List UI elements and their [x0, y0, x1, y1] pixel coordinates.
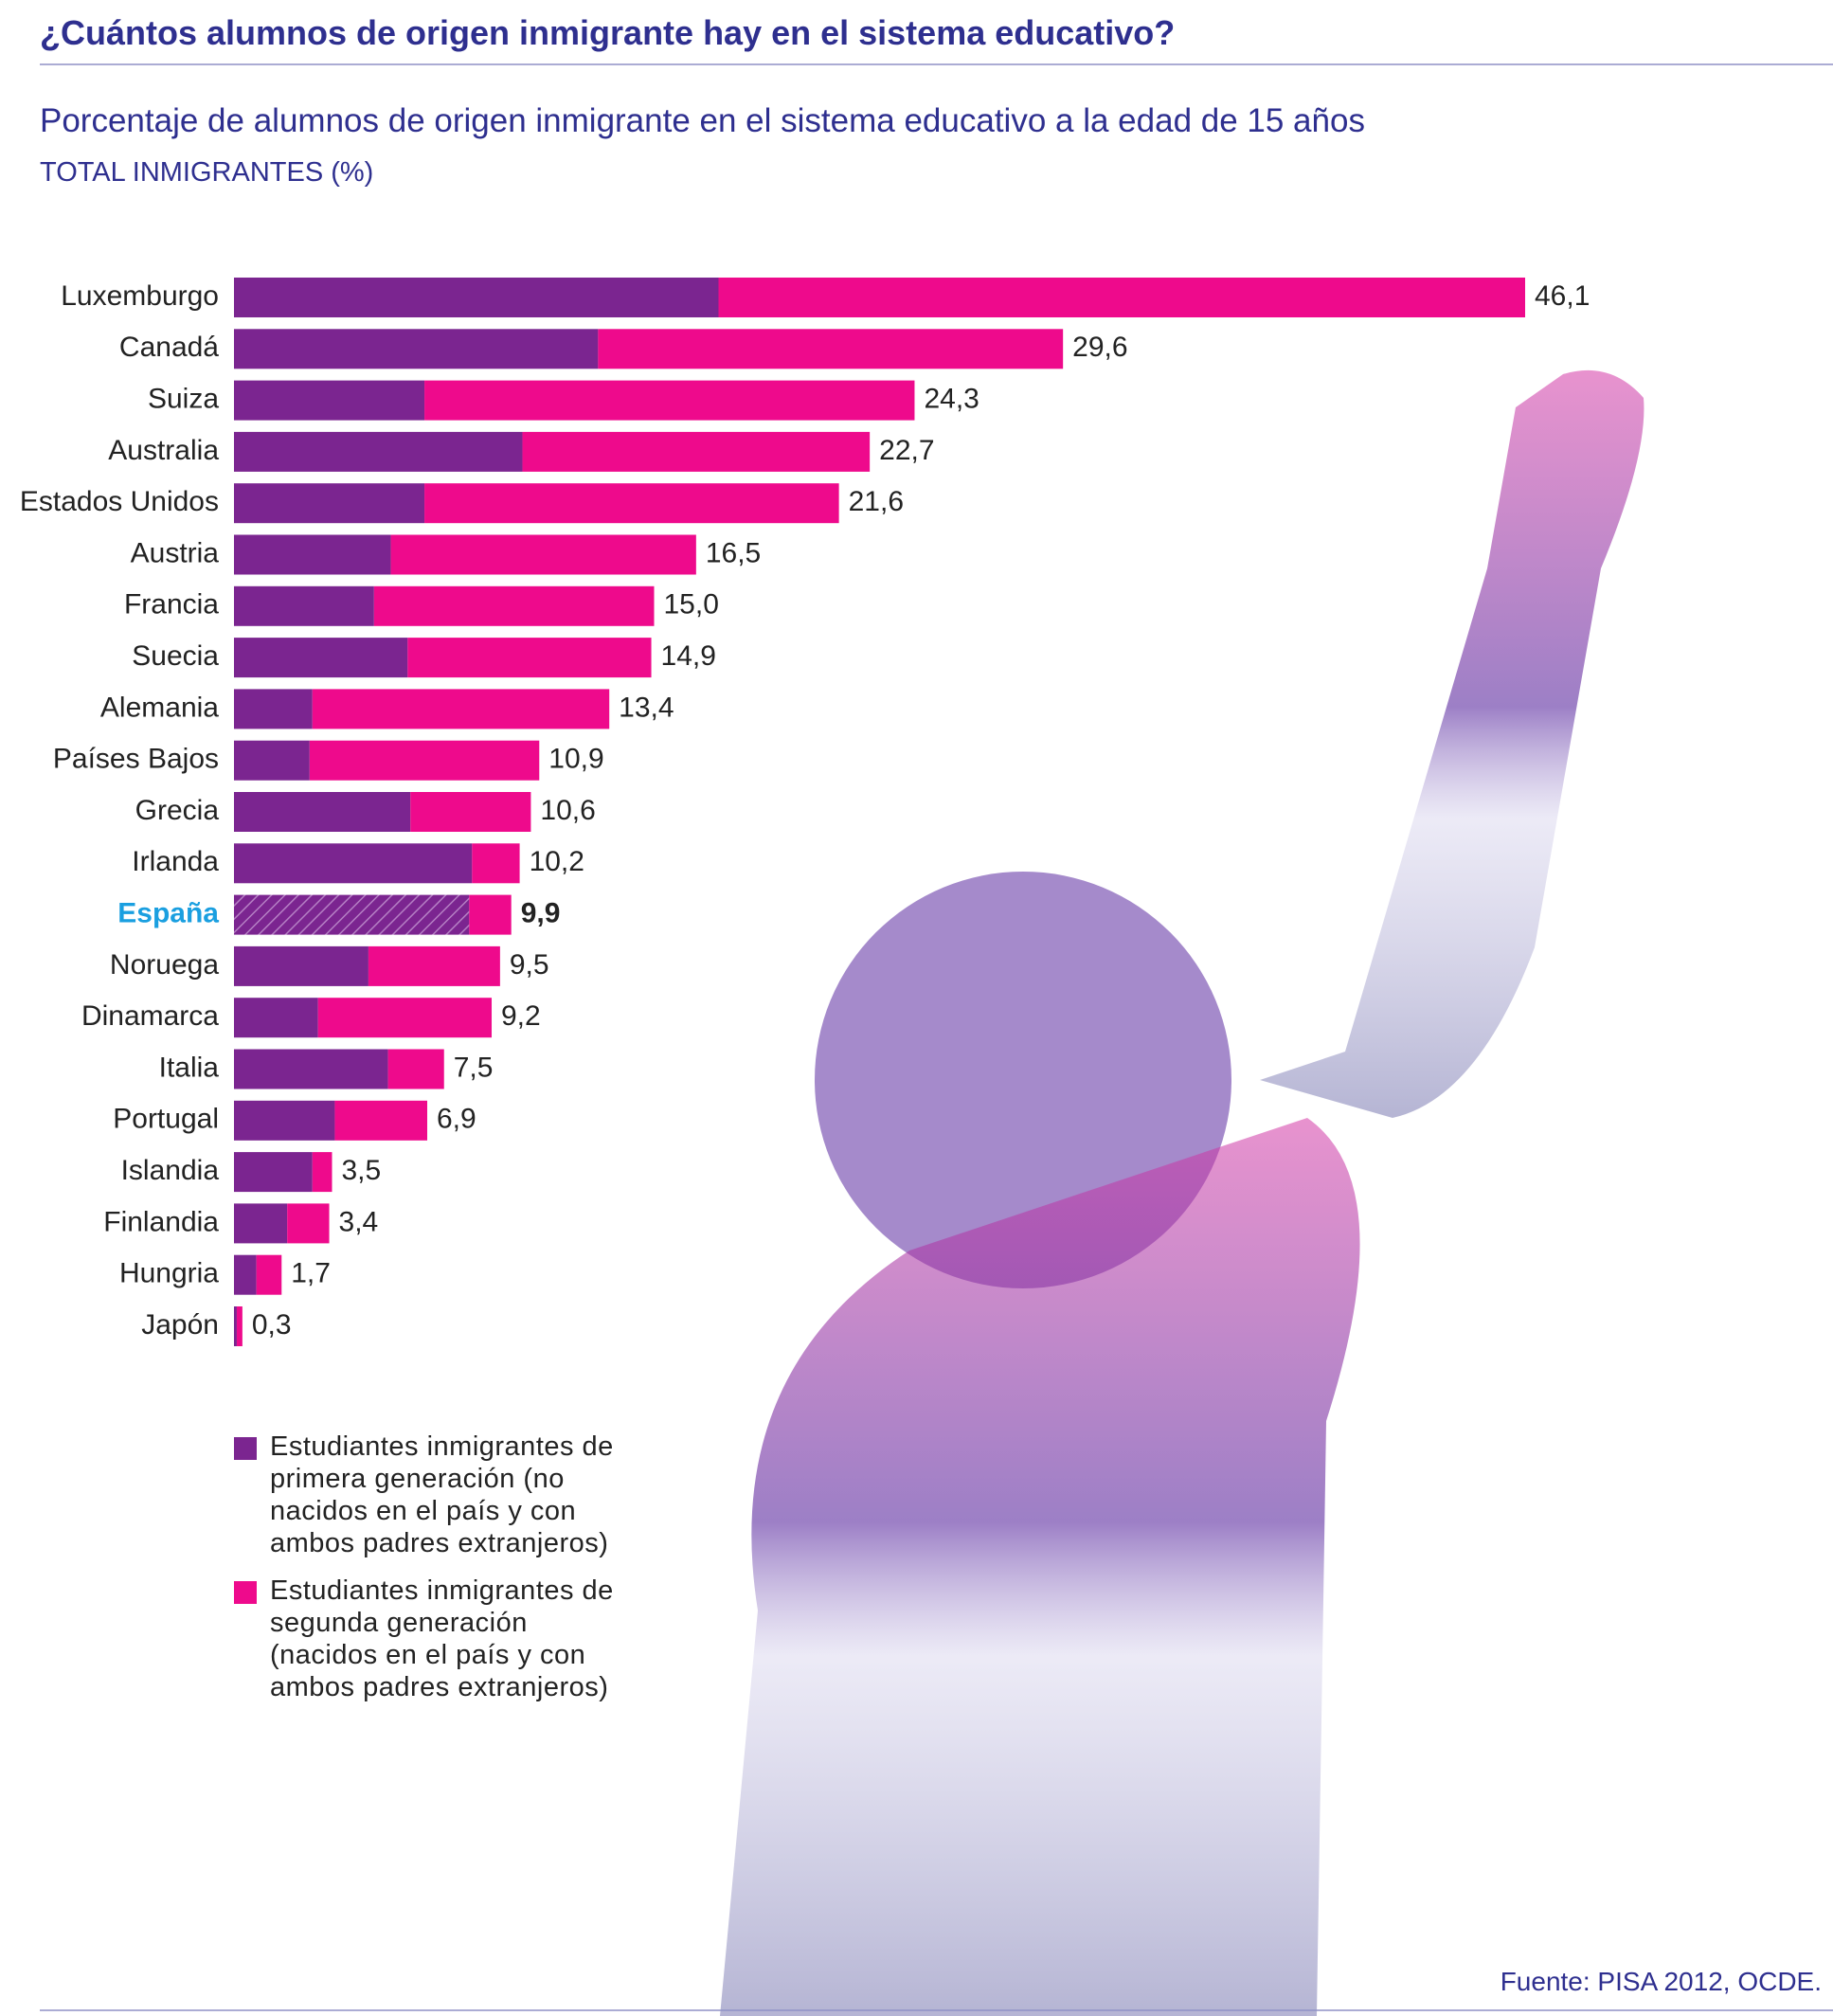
y-tick-label: Canadá: [119, 332, 219, 363]
y-tick-label: Suecia: [132, 640, 219, 672]
bar-segment: [234, 945, 368, 986]
bar-segment: [234, 1203, 288, 1244]
y-tick-label: Islandia: [121, 1155, 220, 1186]
legend-swatch: [234, 1437, 257, 1460]
y-tick-label: Noruega: [110, 949, 219, 981]
value-label: 15,0: [663, 589, 718, 621]
legend-label: Estudiantes inmigrantes de primera gener…: [270, 1431, 614, 1558]
bar-segment: [390, 534, 696, 575]
legend-swatch: [234, 1581, 257, 1604]
bar-segment: [234, 534, 391, 575]
bar-segment: [234, 483, 425, 524]
value-label: 6,9: [437, 1104, 476, 1135]
value-label: 3,4: [339, 1206, 379, 1237]
y-tick-label: Luxemburgo: [61, 280, 219, 312]
bar-segment: [234, 998, 318, 1038]
y-tick-label: Estados Unidos: [20, 486, 219, 517]
value-label: 1,7: [291, 1258, 331, 1289]
value-label: 13,4: [619, 692, 674, 723]
y-tick-label: Australia: [108, 435, 219, 466]
bar-segment: [234, 1049, 388, 1089]
chart-subtitle: Porcentaje de alumnos de origen inmigran…: [40, 102, 1365, 139]
bar-segment: [373, 585, 655, 626]
bar-segment: [522, 431, 871, 472]
bar-segment: [234, 689, 313, 729]
bar-segment: [234, 740, 310, 781]
bar-segment: [424, 380, 915, 421]
y-tick-label: Japón: [141, 1309, 219, 1341]
source: Fuente: PISA 2012, OCDE.: [1500, 1967, 1822, 1996]
value-label: 0,3: [252, 1309, 292, 1341]
y-tick-label: Grecia: [135, 795, 220, 826]
bar-segment: [472, 843, 520, 884]
bar-segment: [256, 1254, 282, 1295]
bar-segment: [598, 329, 1064, 369]
bar-segment: [234, 431, 523, 472]
bar-segment: [234, 792, 411, 832]
photo-illustration: [720, 369, 1644, 2016]
bar-segment: [312, 1152, 332, 1193]
value-label: 14,9: [661, 640, 716, 672]
value-label: 16,5: [706, 537, 761, 568]
bar-segment: [312, 689, 610, 729]
bar-segment: [234, 843, 473, 884]
bar-segment: [234, 278, 719, 317]
bar-segment: [234, 329, 599, 369]
y-tick-label: Italia: [159, 1052, 220, 1083]
bar-segment: [234, 638, 408, 678]
axis-label: TOTAL INMIGRANTES (%): [40, 157, 374, 188]
y-tick-label: Finlandia: [103, 1206, 219, 1237]
bar-segment: [234, 1152, 313, 1193]
y-tick-label: Portugal: [113, 1104, 219, 1135]
value-label: 7,5: [454, 1052, 494, 1083]
value-label: 46,1: [1535, 280, 1590, 312]
bar-segment: [410, 792, 531, 832]
legend-item: Estudiantes inmigrantes de segunda gener…: [234, 1575, 641, 1703]
bar-segment: [407, 638, 652, 678]
bar-segment: [368, 945, 500, 986]
bar-segment: [234, 380, 425, 421]
bar-segment: [424, 483, 839, 524]
bar-segment: [234, 1306, 237, 1346]
value-label: 9,9: [521, 898, 561, 929]
bar-segment: [387, 1049, 444, 1089]
legend-item: Estudiantes inmigrantes de primera gener…: [234, 1431, 641, 1559]
value-label: 21,6: [849, 486, 904, 517]
value-label: 22,7: [879, 435, 934, 466]
bar-segment: [234, 1100, 335, 1141]
y-tick-label: Irlanda: [132, 846, 219, 877]
y-tick-label: Suiza: [148, 384, 219, 415]
value-label: 10,9: [548, 744, 603, 775]
bar-segment: [234, 585, 374, 626]
legend-label: Estudiantes inmigrantes de segunda gener…: [270, 1575, 614, 1702]
value-label: 9,2: [501, 1000, 541, 1032]
y-tick-label: Hungria: [119, 1258, 219, 1289]
bar-segment: [309, 740, 540, 781]
bar-segment: [718, 278, 1525, 317]
value-label: 29,6: [1072, 332, 1127, 363]
value-label: 24,3: [924, 384, 979, 415]
bar-segment: [334, 1100, 428, 1141]
value-label: 10,2: [530, 846, 584, 877]
chart-title: ¿Cuántos alumnos de origen inmigrante ha…: [40, 13, 1176, 52]
y-tick-label: Austria: [131, 537, 220, 568]
y-tick-label: Francia: [124, 589, 219, 621]
bar-segment: [317, 998, 493, 1038]
value-label: 10,6: [540, 795, 595, 826]
bar-segment: [287, 1203, 330, 1244]
bar-segment: [234, 1254, 257, 1295]
y-tick-label: España: [117, 898, 219, 929]
bar-segment: [469, 894, 512, 935]
y-tick-label: Alemania: [100, 692, 219, 723]
value-label: 9,5: [510, 949, 549, 981]
y-tick-label: Dinamarca: [81, 1000, 219, 1032]
y-tick-label: Países Bajos: [53, 744, 219, 775]
bar-segment: [234, 894, 470, 935]
bar-segment: [236, 1306, 243, 1346]
value-label: 3,5: [341, 1155, 381, 1186]
